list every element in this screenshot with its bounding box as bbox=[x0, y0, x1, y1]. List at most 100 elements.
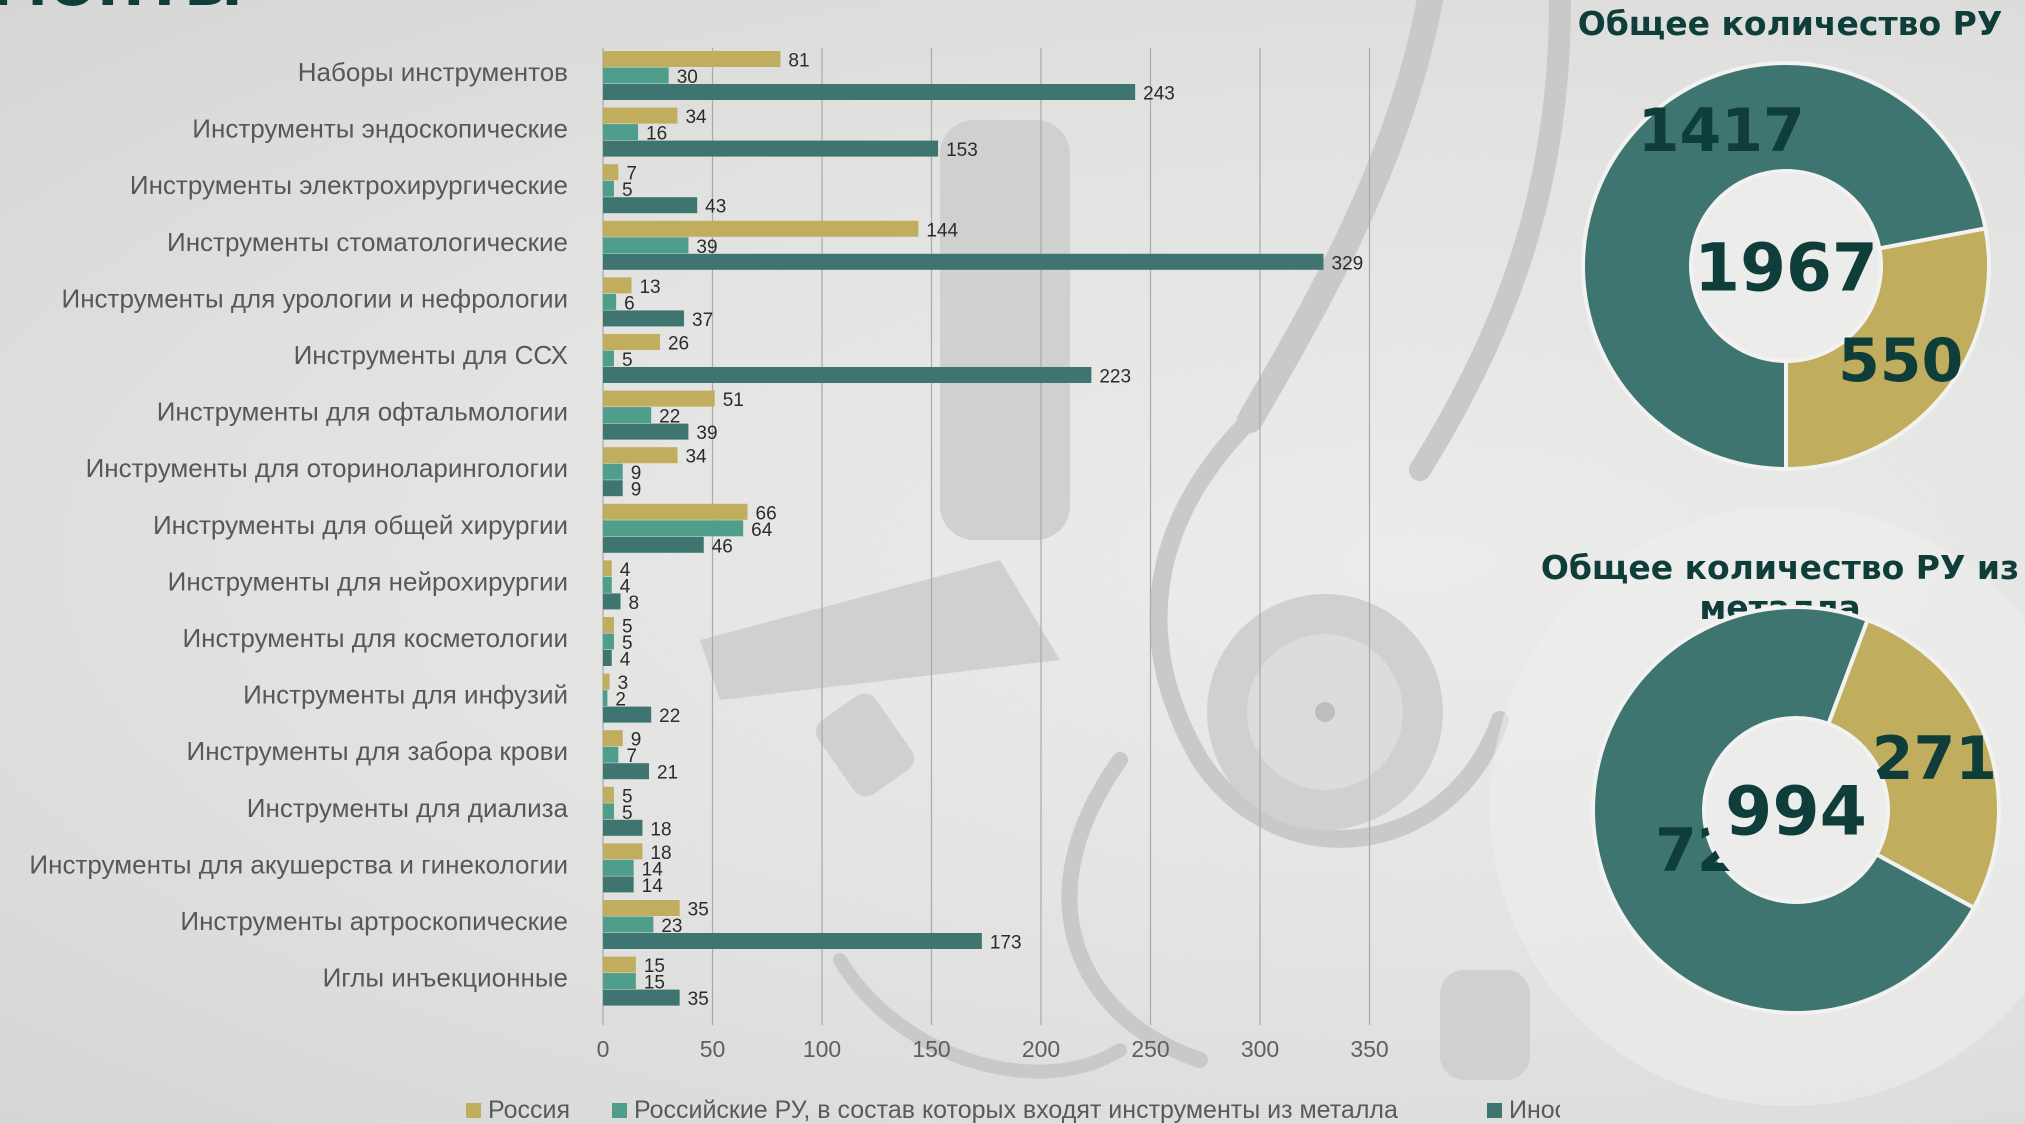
bar bbox=[603, 576, 612, 593]
bar bbox=[603, 164, 619, 181]
bar-value-label: 39 bbox=[696, 423, 717, 444]
bar bbox=[603, 350, 614, 367]
bar-value-label: 14 bbox=[642, 859, 664, 880]
bar bbox=[603, 503, 748, 520]
bar bbox=[603, 463, 623, 480]
bar-value-label: 4 bbox=[620, 560, 631, 581]
bar bbox=[603, 593, 621, 610]
category-label: Инструменты для забора крови bbox=[187, 736, 569, 766]
bar bbox=[603, 67, 669, 84]
donut-slice bbox=[1784, 226, 1991, 472]
bar bbox=[603, 617, 614, 633]
category-label: Инструменты для общей хирургии bbox=[153, 510, 568, 540]
page-heading: МОНТЫ bbox=[0, 0, 243, 19]
bar-value-label: 9 bbox=[631, 463, 642, 484]
bar-value-label: 9 bbox=[631, 480, 642, 501]
bar-value-label: 22 bbox=[659, 706, 680, 727]
category-label: Инструменты для оториноларингологии bbox=[86, 453, 568, 483]
bar bbox=[603, 916, 654, 933]
bar-value-label: 34 bbox=[685, 107, 707, 128]
x-tick-label: 200 bbox=[1022, 1036, 1060, 1062]
bar-value-label: 4 bbox=[620, 650, 631, 671]
bar-value-label: 64 bbox=[751, 520, 773, 541]
bar bbox=[603, 253, 1324, 270]
bar bbox=[603, 746, 619, 763]
bar-value-label: 223 bbox=[1099, 367, 1131, 388]
bar-value-label: 37 bbox=[692, 310, 713, 331]
x-tick-label: 50 bbox=[700, 1036, 726, 1062]
bar-value-label: 7 bbox=[626, 164, 637, 185]
category-label: Инструменты для инфузий bbox=[243, 680, 568, 710]
category-label: Инструменты для урологии и нефрологии bbox=[62, 283, 568, 313]
category-label: Иглы инъекционные bbox=[323, 963, 568, 993]
bar bbox=[603, 310, 685, 327]
bar bbox=[603, 763, 649, 780]
legend-label: Россия bbox=[488, 1096, 570, 1124]
donut-chart-total: 1417 550 1967 bbox=[1581, 61, 1991, 472]
category-label: Инструменты для нейрохирургии bbox=[168, 566, 568, 596]
bar bbox=[603, 786, 614, 803]
x-tick-label: 300 bbox=[1241, 1036, 1279, 1062]
bar-chart: Наборы инструментов Инструменты эндоскопи… bbox=[29, 48, 1560, 1124]
bar bbox=[603, 973, 636, 990]
bar bbox=[603, 390, 715, 407]
bar-value-label: 5 bbox=[622, 617, 633, 638]
bar-value-label: 15 bbox=[644, 973, 665, 994]
bar bbox=[603, 650, 612, 666]
bar-value-label: 26 bbox=[668, 334, 689, 355]
bar-value-label: 18 bbox=[650, 819, 671, 840]
bar bbox=[603, 293, 617, 310]
bar bbox=[603, 277, 632, 294]
bar bbox=[603, 730, 623, 747]
bar-value-label: 5 bbox=[622, 786, 633, 807]
bar bbox=[603, 843, 643, 860]
bar-value-label: 144 bbox=[926, 220, 958, 241]
bar-value-label: 2 bbox=[615, 690, 626, 711]
bar-value-label: 22 bbox=[659, 407, 680, 428]
category-label: Инструменты артроскопические bbox=[180, 906, 568, 936]
donut-total-title: Общее количество РУ bbox=[1577, 4, 2003, 43]
bar-value-label: 81 bbox=[788, 51, 809, 72]
x-tick-label: 350 bbox=[1350, 1036, 1388, 1062]
category-label: Инструменты стоматологические bbox=[167, 227, 568, 257]
category-label: Инструменты для офтальмологии bbox=[157, 397, 568, 427]
bar-value-label: 35 bbox=[688, 989, 709, 1010]
bar bbox=[603, 690, 608, 707]
bar bbox=[603, 220, 919, 237]
bar-value-label: 173 bbox=[990, 933, 1022, 954]
bar-value-label: 153 bbox=[946, 140, 978, 161]
bar bbox=[603, 706, 652, 723]
bar-chart-gridlines bbox=[602, 48, 1371, 1025]
bar bbox=[603, 673, 610, 690]
category-label: Наборы инструментов bbox=[298, 57, 568, 87]
bar bbox=[603, 933, 982, 949]
bar-value-label: 9 bbox=[631, 730, 642, 751]
bar-value-label: 5 bbox=[622, 350, 633, 371]
bar bbox=[603, 480, 623, 497]
donut-hole bbox=[1706, 720, 1886, 900]
bar bbox=[603, 956, 636, 973]
bar bbox=[603, 237, 689, 254]
x-tick-label: 0 bbox=[597, 1036, 610, 1062]
donut-slice-label: 1417 bbox=[1638, 96, 1805, 166]
bar-value-label: 13 bbox=[639, 277, 660, 298]
bar bbox=[603, 334, 660, 350]
category-label: Инструменты для ССХ bbox=[294, 340, 568, 370]
donut-slice bbox=[1825, 617, 2001, 911]
bar bbox=[603, 633, 614, 650]
legend-label: Иностранные bbox=[1509, 1096, 1560, 1124]
donut-chart-metal: 723271994 bbox=[1591, 605, 2001, 1015]
bar bbox=[603, 819, 643, 836]
bar-value-label: 43 bbox=[705, 197, 726, 218]
donut-center-total: 1967 bbox=[1694, 230, 1878, 307]
bar-value-label: 8 bbox=[629, 593, 640, 614]
bar bbox=[603, 51, 781, 67]
bar bbox=[603, 367, 1092, 383]
category-label: Инструменты электрохирургические bbox=[130, 170, 568, 200]
bar bbox=[603, 407, 652, 424]
bar bbox=[603, 989, 680, 1006]
bar-chart-bars bbox=[603, 51, 1324, 1006]
bar-value-label: 3 bbox=[618, 673, 629, 694]
x-tick-label: 150 bbox=[912, 1036, 950, 1062]
bar-value-label: 6 bbox=[624, 293, 635, 314]
